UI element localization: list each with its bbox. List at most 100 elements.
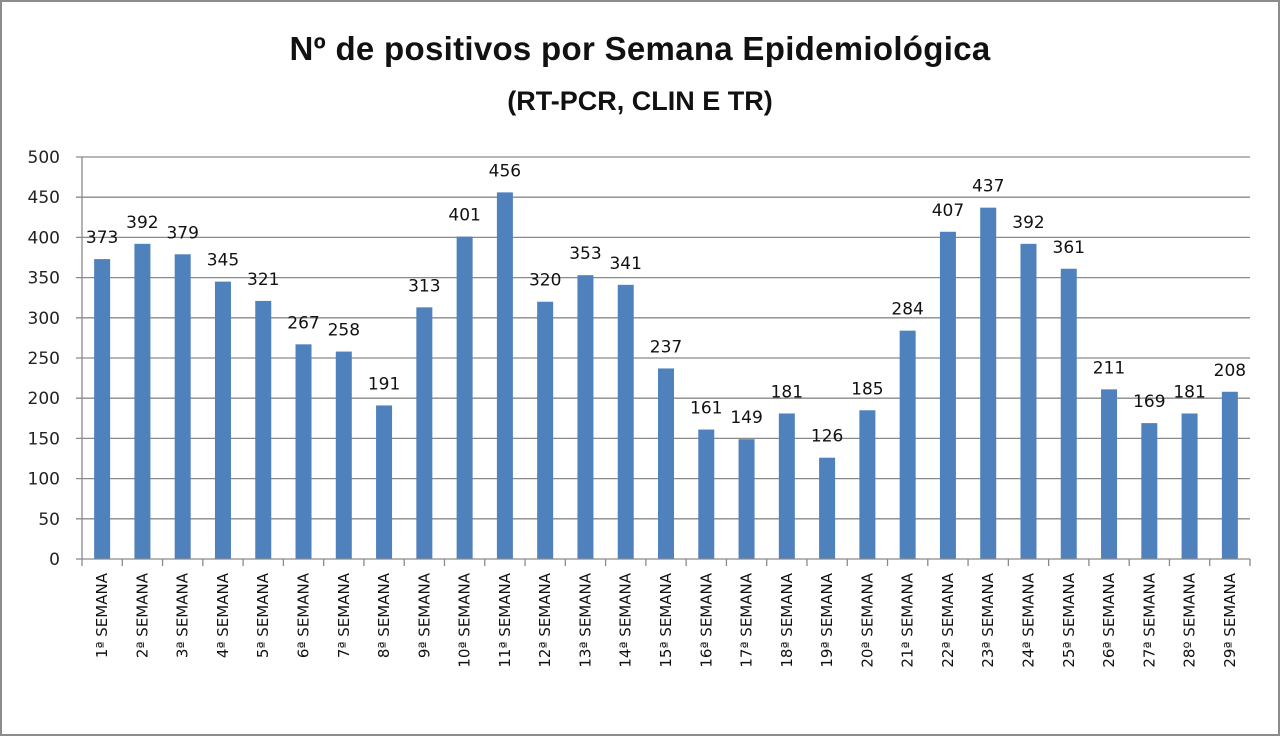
- y-tick-label: 0: [49, 550, 60, 570]
- data-label: 211: [1093, 358, 1125, 378]
- bar: [1181, 413, 1198, 559]
- bar: [1221, 391, 1238, 559]
- data-label: 149: [730, 408, 762, 428]
- data-label: 185: [851, 379, 883, 399]
- bar: [899, 330, 916, 559]
- chart-title: Nº de positivos por Semana Epidemiológic…: [289, 30, 991, 67]
- data-label: 320: [529, 271, 561, 291]
- bar: [1060, 268, 1077, 559]
- data-label: 361: [1053, 238, 1085, 258]
- data-labels: 373 392 379 345 321 267 258 191 313 401 456 320 353 3…: [86, 161, 1246, 446]
- x-category-label: 22ª SEMANA: [939, 572, 957, 667]
- bar: [1141, 423, 1158, 559]
- x-category-label: 8ª SEMANA: [375, 572, 393, 658]
- x-category-label: 10ª SEMANA: [456, 572, 474, 667]
- data-label: 321: [247, 270, 279, 290]
- data-label: 161: [690, 399, 722, 419]
- data-label: 456: [489, 161, 521, 181]
- data-label: 353: [569, 244, 601, 264]
- bar: [295, 344, 312, 559]
- data-label: 267: [287, 313, 319, 333]
- data-label: 284: [891, 300, 923, 320]
- data-label: 181: [1173, 382, 1205, 402]
- bar: [819, 457, 836, 559]
- bar: [577, 275, 594, 559]
- bar: [738, 439, 755, 559]
- data-label: 313: [408, 276, 440, 296]
- y-tick-label: 500: [28, 148, 60, 168]
- y-tick-label: 450: [28, 188, 60, 208]
- bar: [980, 207, 997, 560]
- x-category-label: 2ª SEMANA: [133, 572, 151, 658]
- x-category-label: 12ª SEMANA: [536, 572, 554, 667]
- data-label: 345: [207, 251, 239, 271]
- x-category-label: 19ª SEMANA: [818, 572, 836, 667]
- chart-subtitle: (RT-PCR, CLIN E TR): [507, 86, 773, 116]
- bar: [658, 368, 674, 559]
- x-category-label: 7ª SEMANA: [335, 572, 353, 658]
- y-tick-label: 50: [38, 510, 60, 530]
- data-label: 407: [932, 201, 964, 221]
- x-axis: 1ª SEMANA 2ª SEMANA 3ª SEMANA 4ª SEMANA 5ª S…: [81, 157, 1251, 668]
- data-label: 191: [368, 374, 400, 394]
- x-category-label: 13ª SEMANA: [576, 572, 594, 667]
- x-category-label: 6ª SEMANA: [295, 572, 313, 658]
- bar: [376, 405, 393, 559]
- bar: [255, 300, 272, 559]
- bar: [1101, 389, 1118, 559]
- x-category-label: 14ª SEMANA: [617, 572, 635, 667]
- bars: [94, 192, 1238, 560]
- data-label: 379: [166, 223, 198, 243]
- x-category-label: 21ª SEMANA: [899, 572, 917, 667]
- x-category-label: 23ª SEMANA: [979, 572, 997, 667]
- x-category-label: 28º SEMANA: [1181, 572, 1199, 667]
- x-category-label: 24ª SEMANA: [1019, 572, 1037, 667]
- x-category-label: 5ª SEMANA: [254, 572, 272, 658]
- x-category-label: 20ª SEMANA: [858, 572, 876, 667]
- x-category-label: 18ª SEMANA: [778, 572, 796, 667]
- data-label: 392: [126, 213, 158, 233]
- data-label: 437: [972, 177, 1004, 197]
- x-category-label: 25ª SEMANA: [1060, 572, 1078, 667]
- x-category-label: 15ª SEMANA: [657, 572, 675, 667]
- x-category-label: 1ª SEMANA: [93, 572, 111, 658]
- y-tick-label: 250: [28, 349, 60, 369]
- x-category-label: 3ª SEMANA: [174, 572, 192, 658]
- x-category-label: 11ª SEMANA: [496, 572, 514, 667]
- x-category-label: 16ª SEMANA: [697, 572, 715, 667]
- bar: [859, 410, 876, 559]
- y-tick-label: 150: [28, 429, 60, 449]
- bar: [134, 243, 151, 559]
- data-label: 258: [328, 321, 360, 341]
- y-tick-label: 100: [28, 470, 60, 490]
- x-category-label: 26ª SEMANA: [1100, 572, 1118, 667]
- bar: [778, 413, 795, 559]
- bar: [698, 429, 715, 559]
- bar: [174, 254, 191, 559]
- bar: [94, 259, 111, 559]
- x-category-label: 4ª SEMANA: [214, 572, 232, 658]
- x-category-label: 27ª SEMANA: [1140, 572, 1158, 667]
- x-category-label: 29ª SEMANA: [1221, 572, 1239, 667]
- data-label: 126: [811, 427, 843, 447]
- data-label: 181: [771, 382, 803, 402]
- y-axis-ticks: 0 50 100 150 200 250 300 350 400 450 500: [28, 148, 60, 570]
- data-label: 373: [86, 228, 118, 248]
- data-label: 169: [1133, 392, 1165, 412]
- y-tick-label: 400: [28, 228, 60, 248]
- y-tick-label: 350: [28, 269, 60, 289]
- data-label: 392: [1012, 213, 1044, 233]
- bar: [335, 351, 352, 559]
- bar: [537, 301, 554, 559]
- bar: [416, 307, 433, 559]
- data-label: 401: [448, 206, 480, 226]
- y-tick-label: 200: [28, 389, 60, 409]
- bar: [617, 284, 634, 559]
- bar: [939, 231, 956, 559]
- data-label: 237: [650, 337, 682, 357]
- y-tick-label: 300: [28, 309, 60, 329]
- x-category-label: 17ª SEMANA: [738, 572, 756, 667]
- bar: [1020, 243, 1037, 559]
- data-label: 341: [609, 254, 641, 274]
